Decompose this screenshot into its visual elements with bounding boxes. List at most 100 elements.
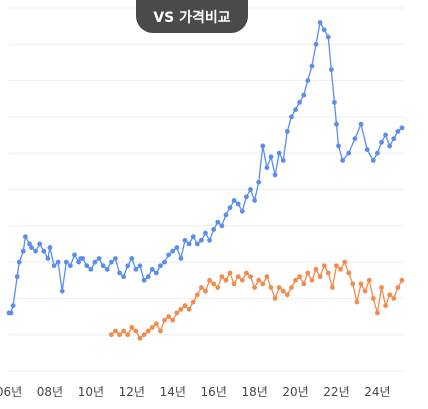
data-point[interactable] bbox=[399, 125, 405, 131]
data-point[interactable] bbox=[260, 143, 266, 149]
data-point[interactable] bbox=[268, 285, 274, 290]
data-point[interactable] bbox=[364, 147, 370, 152]
data-point[interactable] bbox=[33, 248, 39, 254]
data-point[interactable] bbox=[387, 143, 393, 149]
data-point[interactable] bbox=[358, 281, 364, 287]
data-point[interactable] bbox=[137, 335, 143, 341]
data-point[interactable] bbox=[231, 197, 237, 203]
data-point[interactable] bbox=[350, 281, 356, 287]
data-point[interactable] bbox=[20, 248, 26, 254]
data-point[interactable] bbox=[186, 241, 192, 247]
data-point[interactable] bbox=[121, 274, 127, 280]
data-point[interactable] bbox=[383, 132, 388, 138]
data-point[interactable] bbox=[8, 310, 14, 316]
data-point[interactable] bbox=[276, 285, 282, 290]
data-point[interactable] bbox=[227, 270, 233, 276]
data-point[interactable] bbox=[219, 223, 225, 229]
data-point[interactable] bbox=[280, 288, 286, 294]
data-point[interactable] bbox=[235, 274, 241, 280]
data-point[interactable] bbox=[190, 234, 196, 240]
data-point[interactable] bbox=[194, 241, 200, 247]
data-point[interactable] bbox=[129, 325, 135, 330]
data-point[interactable] bbox=[383, 303, 388, 309]
data-point[interactable] bbox=[121, 328, 127, 334]
data-point[interactable] bbox=[145, 274, 151, 280]
data-point[interactable] bbox=[182, 237, 188, 243]
data-point[interactable] bbox=[342, 259, 348, 265]
data-point[interactable] bbox=[268, 154, 274, 160]
data-point[interactable] bbox=[379, 285, 384, 290]
data-point[interactable] bbox=[395, 129, 401, 134]
data-point[interactable] bbox=[92, 259, 98, 265]
data-point[interactable] bbox=[338, 266, 343, 272]
data-point[interactable] bbox=[125, 332, 131, 338]
data-point[interactable] bbox=[219, 274, 225, 280]
data-point[interactable] bbox=[41, 248, 47, 254]
data-point[interactable] bbox=[358, 121, 364, 127]
data-point[interactable] bbox=[313, 41, 319, 47]
data-point[interactable] bbox=[264, 165, 270, 171]
data-point[interactable] bbox=[37, 241, 43, 247]
data-point[interactable] bbox=[141, 277, 147, 283]
data-point[interactable] bbox=[63, 259, 69, 265]
data-point[interactable] bbox=[76, 259, 81, 265]
data-point[interactable] bbox=[321, 27, 327, 33]
data-point[interactable] bbox=[153, 270, 159, 276]
data-point[interactable] bbox=[399, 277, 405, 283]
data-point[interactable] bbox=[198, 285, 204, 290]
data-point[interactable] bbox=[366, 277, 372, 283]
data-point[interactable] bbox=[133, 328, 139, 334]
data-point[interactable] bbox=[329, 285, 335, 290]
data-point[interactable] bbox=[223, 212, 229, 218]
data-point[interactable] bbox=[166, 314, 172, 319]
data-point[interactable] bbox=[317, 20, 323, 25]
data-point[interactable] bbox=[104, 266, 110, 272]
data-point[interactable] bbox=[301, 92, 307, 98]
data-point[interactable] bbox=[231, 281, 237, 287]
data-point[interactable] bbox=[284, 129, 290, 134]
data-point[interactable] bbox=[305, 270, 311, 276]
data-point[interactable] bbox=[244, 270, 249, 276]
data-point[interactable] bbox=[332, 99, 337, 105]
data-point[interactable] bbox=[137, 263, 143, 269]
data-point[interactable] bbox=[293, 277, 298, 283]
data-point[interactable] bbox=[284, 292, 290, 298]
data-point[interactable] bbox=[149, 325, 155, 330]
data-point[interactable] bbox=[215, 219, 221, 225]
data-point[interactable] bbox=[100, 263, 106, 269]
data-point[interactable] bbox=[153, 321, 159, 327]
data-point[interactable] bbox=[211, 227, 217, 232]
data-point[interactable] bbox=[113, 256, 118, 261]
data-point[interactable] bbox=[72, 252, 77, 258]
data-point[interactable] bbox=[370, 296, 376, 301]
data-point[interactable] bbox=[280, 158, 286, 163]
data-point[interactable] bbox=[387, 292, 393, 298]
data-point[interactable] bbox=[59, 288, 65, 294]
vs-price-compare-button[interactable]: VS 가격비교 bbox=[136, 0, 248, 33]
data-point[interactable] bbox=[239, 277, 245, 283]
data-point[interactable] bbox=[133, 266, 139, 272]
data-point[interactable] bbox=[117, 270, 122, 276]
data-point[interactable] bbox=[170, 317, 176, 323]
data-point[interactable] bbox=[174, 310, 180, 316]
data-point[interactable] bbox=[47, 245, 53, 250]
data-point[interactable] bbox=[272, 296, 278, 301]
data-point[interactable] bbox=[313, 266, 319, 272]
data-point[interactable] bbox=[166, 252, 172, 258]
data-point[interactable] bbox=[162, 317, 167, 323]
data-point[interactable] bbox=[297, 99, 303, 105]
data-point[interactable] bbox=[88, 266, 94, 272]
data-point[interactable] bbox=[334, 263, 339, 269]
data-point[interactable] bbox=[129, 256, 135, 261]
data-point[interactable] bbox=[80, 256, 86, 261]
data-point[interactable] bbox=[317, 274, 323, 280]
data-point[interactable] bbox=[325, 34, 331, 40]
data-point[interactable] bbox=[328, 67, 334, 73]
data-point[interactable] bbox=[239, 208, 245, 214]
data-point[interactable] bbox=[272, 172, 278, 178]
data-point[interactable] bbox=[108, 332, 114, 338]
data-point[interactable] bbox=[223, 277, 229, 283]
data-point[interactable] bbox=[325, 270, 331, 276]
data-point[interactable] bbox=[252, 197, 257, 203]
data-point[interactable] bbox=[125, 263, 131, 269]
